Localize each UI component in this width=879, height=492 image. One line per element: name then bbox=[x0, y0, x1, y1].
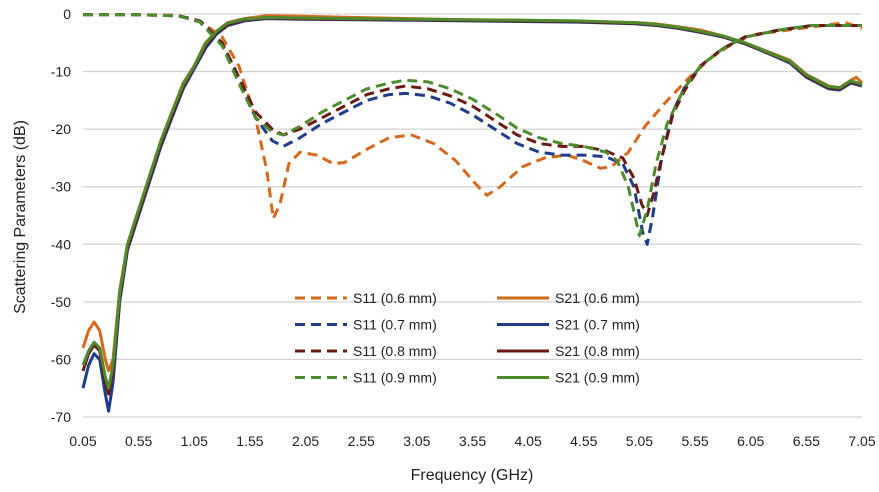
x-tick-label: 4.05 bbox=[515, 433, 542, 449]
x-tick-label: 6.05 bbox=[737, 433, 764, 449]
y-tick-label: -60 bbox=[51, 351, 71, 367]
series-line-6 bbox=[83, 13, 862, 238]
series-lines bbox=[81, 13, 864, 413]
x-tick-label: 3.05 bbox=[403, 433, 430, 449]
x-tick-label: 5.05 bbox=[626, 433, 653, 449]
x-tick-label: 2.55 bbox=[348, 433, 375, 449]
legend-entry-label: S21 (0.7 mm) bbox=[555, 317, 640, 333]
legend-entry-label: S21 (0.9 mm) bbox=[555, 370, 640, 386]
x-tick-label: 7.05 bbox=[848, 433, 875, 449]
gridlines bbox=[83, 13, 862, 418]
x-tick-label: 5.55 bbox=[681, 433, 708, 449]
y-tick-label: -50 bbox=[51, 294, 71, 310]
legend-entry-label: S21 (0.6 mm) bbox=[555, 290, 640, 306]
series-line-3 bbox=[81, 17, 863, 413]
y-tick-labels: 0 -10 -20 -30 -40 -50 -60 -70 bbox=[51, 6, 71, 425]
legend-entry-label: S11 (0.8 mm) bbox=[353, 343, 437, 359]
x-axis-title: Frequency (GHz) bbox=[411, 467, 534, 484]
y-tick-label: -70 bbox=[51, 409, 71, 425]
x-tick-label: 0.05 bbox=[69, 433, 96, 449]
x-tick-label: 3.55 bbox=[459, 433, 486, 449]
x-tick-labels: 0.05 0.55 1.05 1.55 2.05 2.55 3.05 3.55 4.05 4.55… bbox=[69, 433, 875, 449]
y-tick-label: 0 bbox=[63, 6, 71, 22]
y-tick-label: -40 bbox=[51, 236, 71, 252]
legend-entry-label: S11 (0.7 mm) bbox=[353, 317, 437, 333]
x-tick-label: 1.05 bbox=[181, 433, 208, 449]
legend-entry-label: S11 (0.6 mm) bbox=[353, 290, 437, 306]
y-tick-label: -20 bbox=[51, 121, 71, 137]
legend-entry-label: S21 (0.8 mm) bbox=[555, 343, 640, 359]
y-axis-title: Scattering Parameters (dB) bbox=[12, 120, 29, 314]
legend: S11 (0.6 mm) S21 (0.6 mm) S11 (0.7 mm) S21 … bbox=[295, 290, 640, 386]
legend-entry-label: S11 (0.9 mm) bbox=[353, 370, 437, 386]
x-tick-label: 1.55 bbox=[236, 433, 263, 449]
x-tick-label: 0.55 bbox=[125, 433, 152, 449]
y-tick-label: -10 bbox=[51, 64, 71, 80]
series-line-7 bbox=[81, 16, 863, 390]
series-line-0 bbox=[83, 13, 863, 220]
series-line-4 bbox=[83, 13, 862, 217]
series-line-1 bbox=[81, 14, 864, 373]
series-line-5 bbox=[81, 16, 863, 396]
x-tick-label: 2.05 bbox=[292, 433, 319, 449]
x-tick-label: 4.55 bbox=[570, 433, 597, 449]
y-tick-label: -30 bbox=[51, 179, 71, 195]
x-tick-label: 6.55 bbox=[793, 433, 820, 449]
